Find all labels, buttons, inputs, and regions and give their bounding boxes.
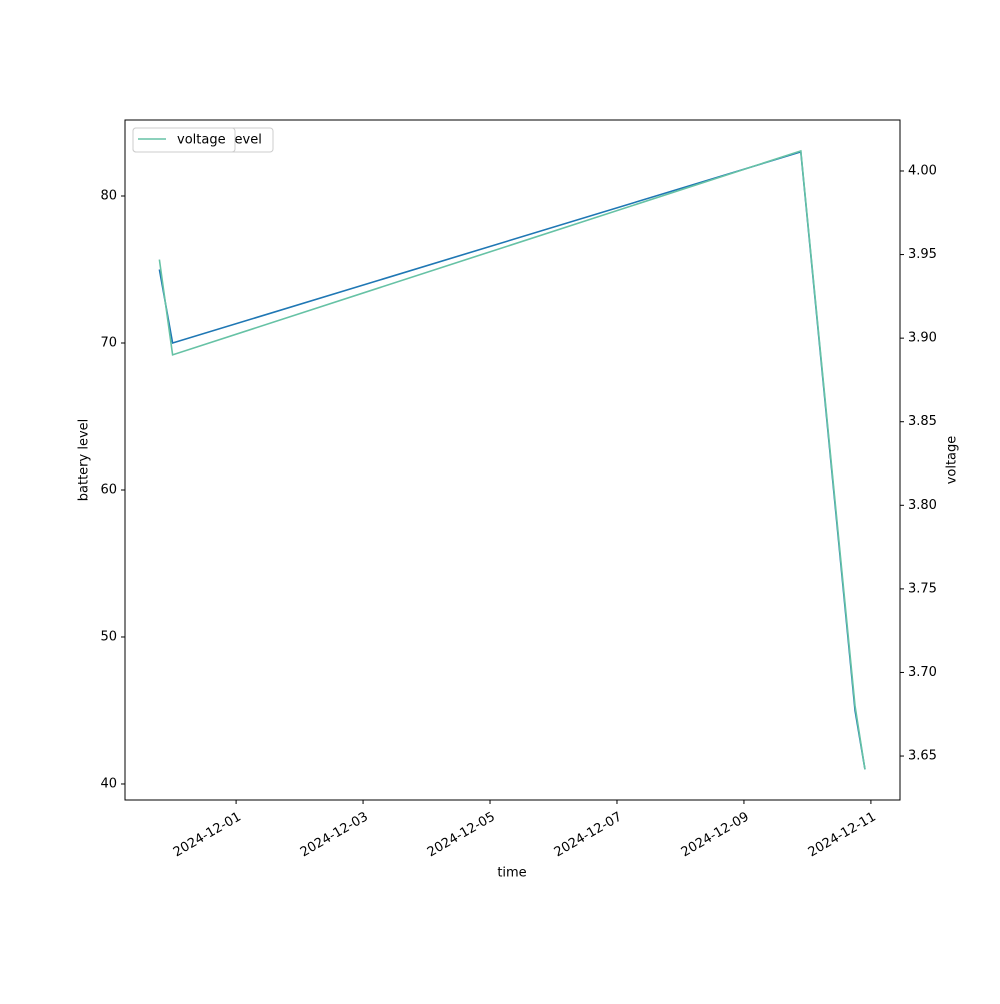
- y2-tick-label: 3.80: [908, 498, 937, 513]
- x-axis-label: time: [497, 866, 526, 881]
- y-tick-label: 40: [100, 776, 117, 791]
- y2-tick-label: 3.70: [908, 665, 937, 680]
- legend-box: [132, 127, 236, 153]
- y2-tick-label: 3.85: [908, 414, 937, 429]
- y2-tick-label: 3.90: [908, 331, 937, 346]
- y2-tick-label: 3.65: [908, 749, 937, 764]
- plot-frame: [124, 119, 901, 801]
- y2-tick-label: 4.00: [908, 163, 937, 178]
- y2-axis-label: voltage: [945, 436, 960, 485]
- y-tick-label: 50: [100, 629, 117, 644]
- y2-tick-label: 3.75: [908, 581, 937, 596]
- y-tick-label: 80: [100, 188, 117, 203]
- y-tick-label: 70: [100, 335, 117, 350]
- y2-tick-label: 3.95: [908, 247, 937, 262]
- series-line: [158, 149, 866, 770]
- legend-label: voltage: [177, 133, 226, 148]
- y-axis-label: battery level: [77, 419, 92, 502]
- y-tick-label: 60: [100, 482, 117, 497]
